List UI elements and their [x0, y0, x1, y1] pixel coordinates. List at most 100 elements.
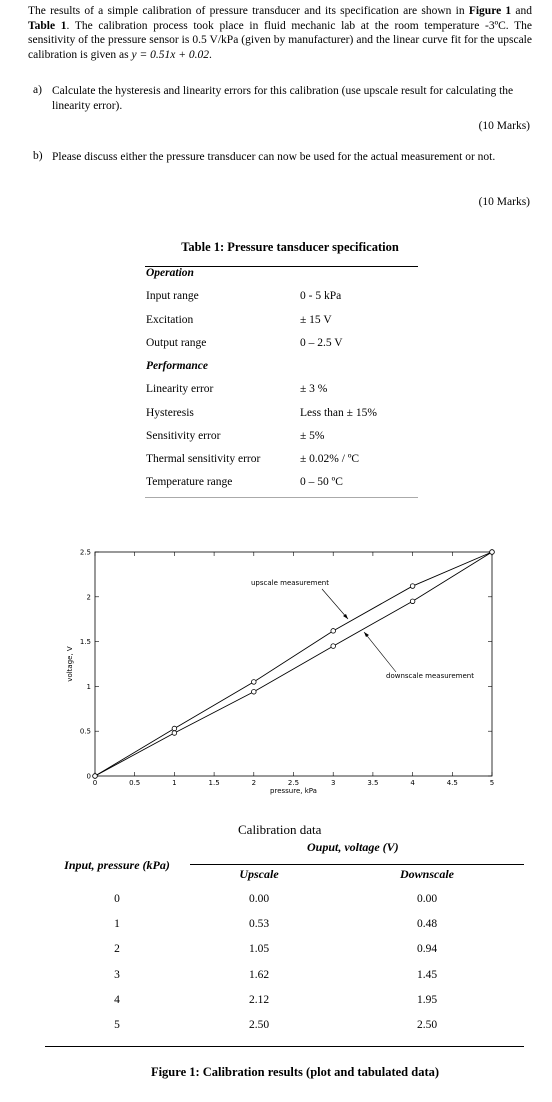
y-tick-label: 0 [87, 773, 91, 781]
spec-value: ± 15 V [300, 313, 332, 326]
cell: 1 [114, 918, 120, 931]
text: and [511, 5, 533, 17]
data-point [409, 583, 416, 589]
annotation-arrow [363, 631, 397, 673]
rule [145, 497, 418, 499]
cell: 3 [114, 968, 120, 981]
table-title: Table 1: Pressure tansducer specificatio… [181, 240, 399, 254]
spec-value: 0 – 50 ºC [300, 476, 343, 489]
y-tick-label: 2.5 [80, 549, 91, 557]
spec-name: Thermal sensitivity error [146, 453, 261, 466]
cell: 5 [114, 1019, 120, 1031]
data-point [92, 773, 98, 779]
equation: y = 0.51x + 0.02 [131, 48, 209, 61]
column-header: Downscale [400, 867, 454, 881]
x-tick-label: 1 [172, 779, 176, 787]
spec-value: 0 - 5 kPa [300, 290, 342, 303]
annotation-arrow [321, 588, 349, 620]
cell: 1.95 [416, 993, 438, 1006]
arrow-head [364, 632, 369, 637]
question-marks: (10 Marks) [478, 196, 530, 208]
x-tick-label: 3 [331, 779, 335, 787]
cell: 0.48 [416, 918, 438, 931]
spec-value: ± 0.02% / ºC [300, 453, 360, 466]
question-text: Please discuss either the pressure trans… [52, 151, 496, 163]
column-header: Upscale [239, 867, 279, 881]
data-point [409, 598, 416, 604]
cell: 2.12 [248, 993, 270, 1006]
cell: 4 [114, 993, 120, 1006]
y-tick-label: 1.5 [80, 638, 91, 646]
x-tick-label: 2 [252, 779, 256, 787]
group-header: Ouput, voltage (V) [307, 840, 399, 854]
cell: 2.50 [416, 1019, 438, 1031]
x-tick-label: 0 [93, 779, 97, 787]
series-line [94, 551, 493, 777]
annotation: downscale measurement [386, 672, 474, 680]
spec-value: 0 – 2.5 V [300, 336, 343, 349]
data-point [251, 689, 257, 695]
text: The results of a simple calibration of p… [28, 5, 469, 17]
cell: 1.62 [248, 968, 270, 981]
cell: 0.94 [416, 943, 438, 956]
data-point [489, 549, 495, 555]
question-label: b) [33, 150, 43, 162]
intro-paragraph: The results of a simple calibration of p… [28, 4, 532, 62]
chart: 0 0.5 1 1.5 2 2.5 3 3.5 4 4.5 500.511.522.5pressur… [66, 549, 495, 795]
section-heading: Performance [146, 359, 208, 372]
rule [190, 864, 524, 865]
spec-name: Excitation [146, 313, 194, 326]
spec-name: Sensitivity error [146, 429, 221, 442]
data-point [171, 725, 178, 732]
question-text: Calculate the hysteresis and linearity e… [52, 85, 514, 112]
text: Figure 1 [468, 5, 512, 17]
spec-name: Output range [146, 336, 207, 349]
cell: 0 [114, 893, 120, 905]
y-axis-label: voltage, V [66, 646, 74, 682]
y-tick-label: 1 [87, 683, 91, 691]
spec-value: Less than ± 15% [300, 406, 377, 419]
x-tick-label: 4.5 [447, 779, 458, 787]
data-point [171, 730, 178, 736]
spec-name: Temperature range [146, 476, 233, 489]
table-title: Calibration data [238, 822, 322, 837]
spec-value: ± 5% [300, 429, 325, 442]
y-tick-label: 0.5 [80, 728, 91, 736]
x-tick-label: 5 [490, 779, 494, 787]
cell: 0.00 [248, 893, 270, 905]
x-tick-label: 3.5 [367, 779, 378, 787]
data-point [251, 679, 257, 685]
spec-name: Hysteresis [146, 406, 194, 419]
data-point [330, 628, 336, 634]
y-tick-label: 2 [87, 593, 91, 601]
annotation: upscale measurement [251, 579, 329, 587]
text: Table 1 [28, 19, 67, 32]
rule [145, 266, 418, 267]
x-tick-label: 2.5 [288, 779, 299, 787]
x-axis-label: pressure, kPa [270, 787, 317, 795]
rule [45, 1046, 524, 1047]
cell: 0.00 [416, 893, 438, 905]
question-marks: (10 Marks) [478, 120, 530, 132]
cell: 2.50 [248, 1019, 270, 1031]
cell: 1.45 [416, 968, 438, 981]
section-heading: Operation [146, 267, 194, 279]
cell: 0.53 [248, 918, 270, 931]
spec-name: Linearity error [146, 383, 214, 396]
series-line [94, 551, 493, 777]
x-tick-label: 4 [410, 779, 415, 787]
text: . [208, 48, 212, 61]
column-header: Input, pressure (kPa) [64, 858, 170, 872]
figure-caption: Figure 1: Calibration results (plot and … [150, 1065, 440, 1079]
text: . The calibration process took place in … [28, 19, 533, 61]
arrow-head [343, 614, 348, 619]
spec-value: ± 3 % [300, 383, 328, 396]
x-tick-label: 0.5 [129, 779, 140, 787]
spec-name: Input range [146, 290, 199, 303]
question-label: a) [33, 84, 42, 96]
cell: 2 [114, 943, 120, 956]
x-tick-label: 1.5 [209, 779, 220, 787]
data-point [330, 643, 336, 649]
cell: 1.05 [248, 943, 270, 956]
